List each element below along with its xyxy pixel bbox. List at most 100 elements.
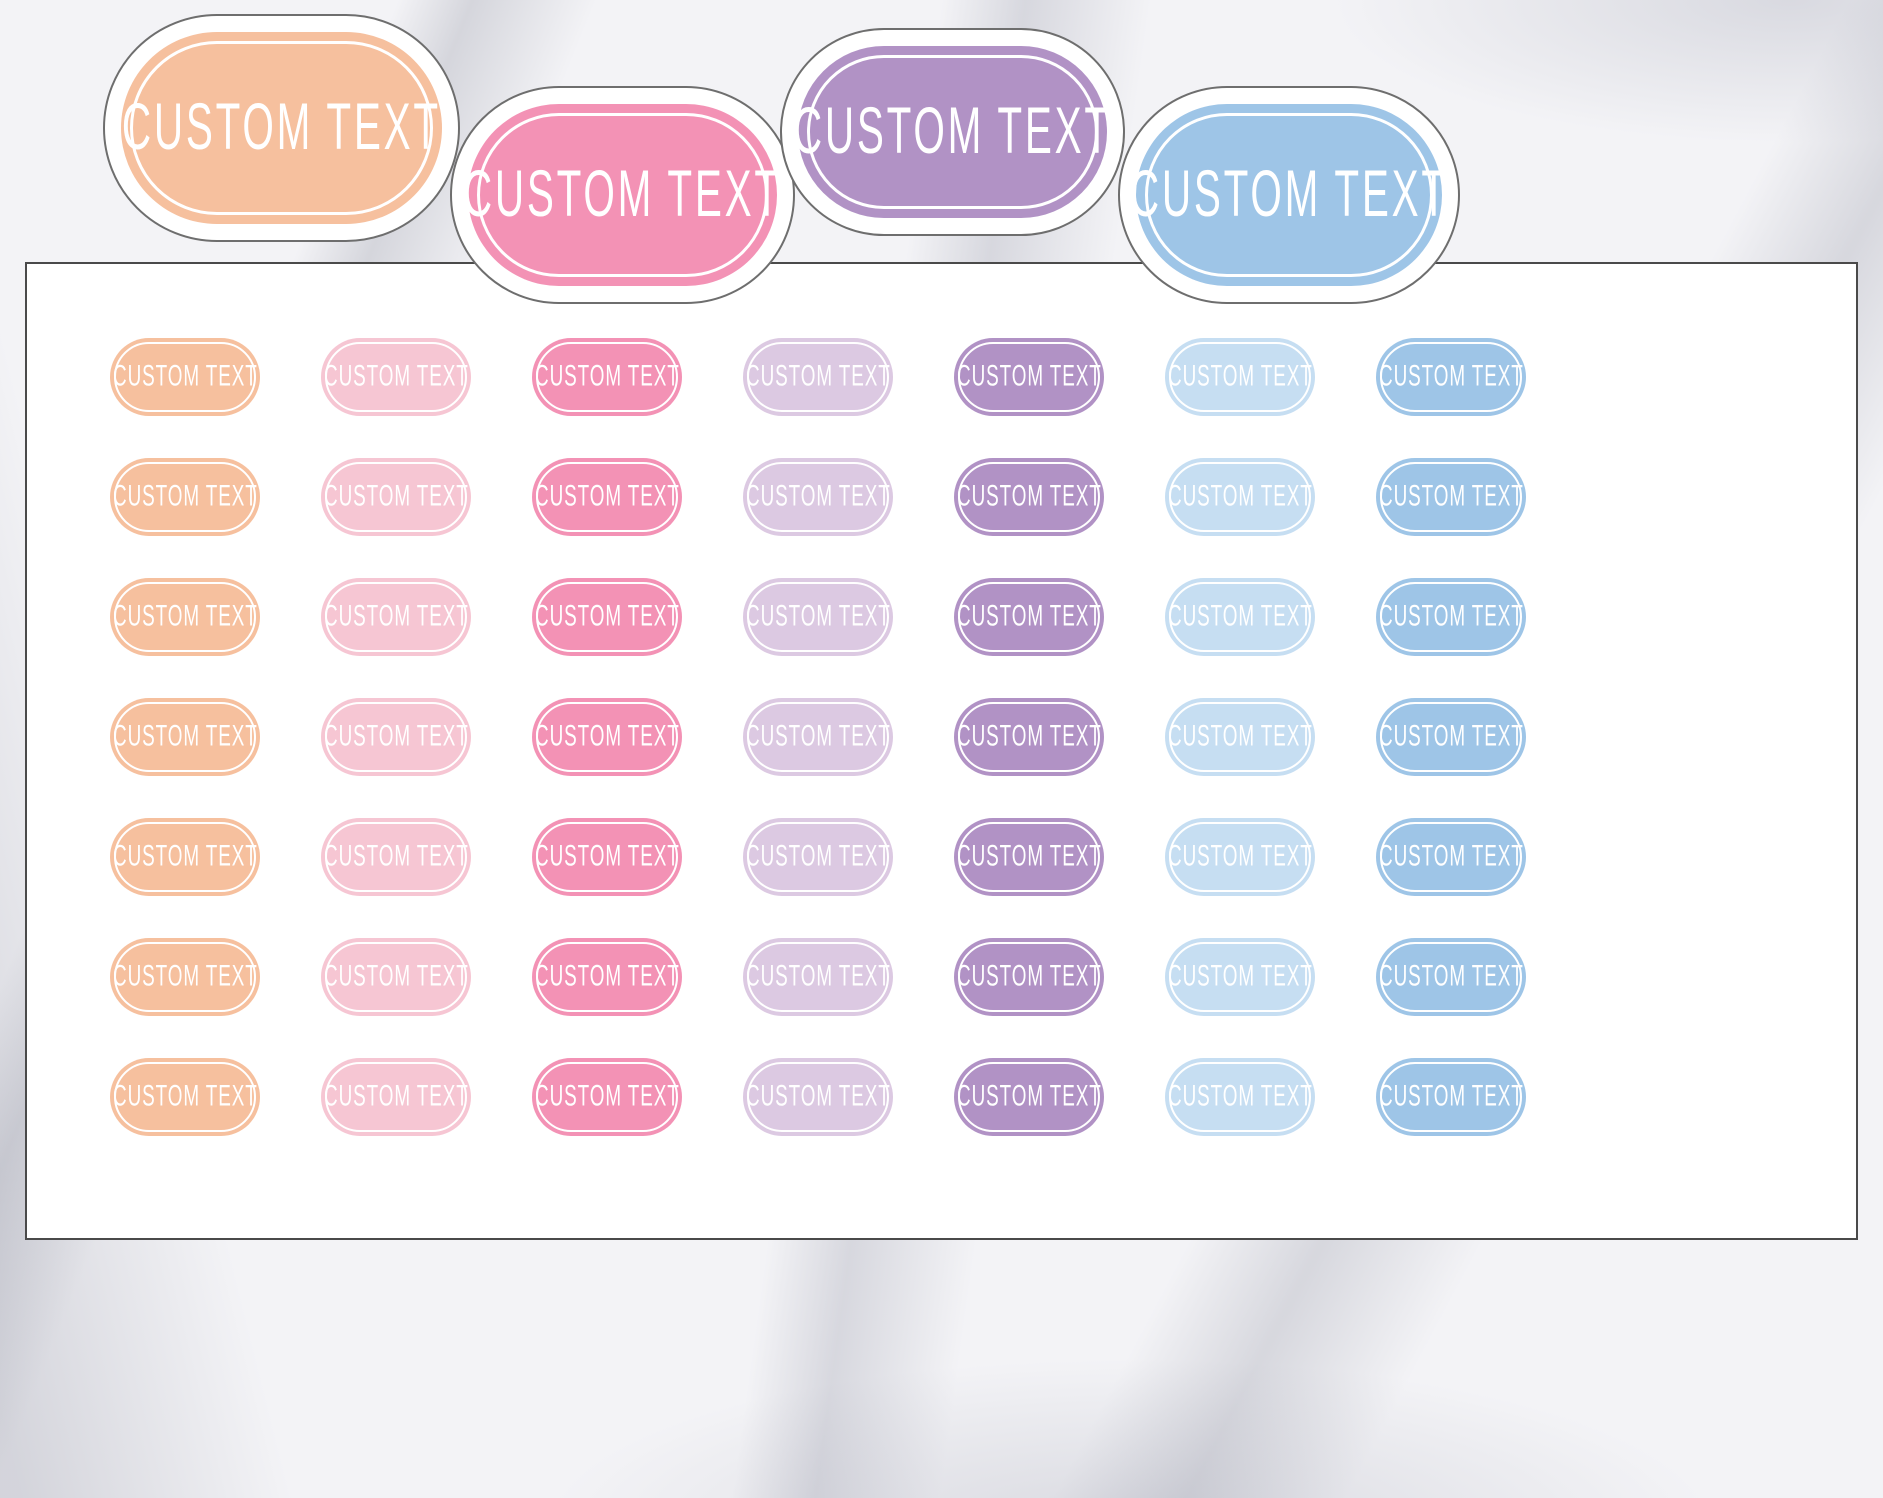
small-sticker-blue: CUSTOM TEXT [1376,698,1526,776]
small-sticker-purple: CUSTOM TEXT [954,698,1104,776]
sticker-label: CUSTOM TEXT [1378,360,1524,393]
small-sticker-pink: CUSTOM TEXT [532,338,682,416]
small-sticker-light-pink: CUSTOM TEXT [321,338,471,416]
sticker-label: CUSTOM TEXT [534,480,680,513]
small-sticker-peach: CUSTOM TEXT [110,938,260,1016]
small-sticker-light-pink: CUSTOM TEXT [321,1058,471,1136]
large-sticker-peach: CUSTOM TEXT [103,14,460,242]
small-sticker-lavender: CUSTOM TEXT [743,698,893,776]
small-sticker-light-blue: CUSTOM TEXT [1165,818,1315,896]
small-sticker-pink: CUSTOM TEXT [532,698,682,776]
small-sticker-peach: CUSTOM TEXT [110,818,260,896]
sticker-label: CUSTOM TEXT [112,840,258,873]
sticker-label: CUSTOM TEXT [745,360,891,393]
sticker-label: CUSTOM TEXT [1167,600,1313,633]
sticker-label: CUSTOM TEXT [1378,840,1524,873]
large-sticker-face-blue: CUSTOM TEXT [1129,104,1446,286]
sticker-label: CUSTOM TEXT [534,1080,680,1113]
small-sticker-lavender: CUSTOM TEXT [743,458,893,536]
small-sticker-blue: CUSTOM TEXT [1376,458,1526,536]
sticker-label: CUSTOM TEXT [956,1080,1102,1113]
sticker-label: CUSTOM TEXT [1167,960,1313,993]
sticker-label: CUSTOM TEXT [956,840,1102,873]
sticker-label: CUSTOM TEXT [112,480,258,513]
small-sticker-light-blue: CUSTOM TEXT [1165,578,1315,656]
sticker-label: CUSTOM TEXT [745,960,891,993]
small-sticker-pink: CUSTOM TEXT [532,1058,682,1136]
small-sticker-blue: CUSTOM TEXT [1376,818,1526,896]
small-sticker-pink: CUSTOM TEXT [532,818,682,896]
small-sticker-blue: CUSTOM TEXT [1376,578,1526,656]
small-sticker-light-blue: CUSTOM TEXT [1165,698,1315,776]
large-sticker-pink: CUSTOM TEXT [450,86,795,304]
sticker-label: CUSTOM TEXT [745,1080,891,1113]
small-sticker-purple: CUSTOM TEXT [954,938,1104,1016]
small-sticker-pink: CUSTOM TEXT [532,578,682,656]
small-sticker-lavender: CUSTOM TEXT [743,338,893,416]
small-sticker-purple: CUSTOM TEXT [954,458,1104,536]
small-sticker-purple: CUSTOM TEXT [954,578,1104,656]
large-sticker-face-purple: CUSTOM TEXT [793,46,1109,218]
small-sticker-lavender: CUSTOM TEXT [743,818,893,896]
large-sticker-face-pink: CUSTOM TEXT [463,104,779,286]
sticker-label: CUSTOM TEXT [1378,480,1524,513]
large-sticker-purple: CUSTOM TEXT [780,28,1125,236]
small-sticker-light-pink: CUSTOM TEXT [321,938,471,1016]
sticker-label: CUSTOM TEXT [534,360,680,393]
small-sticker-blue: CUSTOM TEXT [1376,938,1526,1016]
small-sticker-purple: CUSTOM TEXT [954,1058,1104,1136]
sticker-label: CUSTOM TEXT [112,720,258,753]
large-sticker-face-peach: CUSTOM TEXT [121,32,442,224]
small-sticker-peach: CUSTOM TEXT [110,1058,260,1136]
sticker-label: CUSTOM TEXT [1378,720,1524,753]
sticker-label: CUSTOM TEXT [745,840,891,873]
sticker-label: CUSTOM TEXT [1378,600,1524,633]
sticker-label: CUSTOM TEXT [1167,480,1313,513]
small-sticker-peach: CUSTOM TEXT [110,578,260,656]
sticker-label: CUSTOM TEXT [323,960,469,993]
small-sticker-light-blue: CUSTOM TEXT [1165,938,1315,1016]
small-sticker-light-pink: CUSTOM TEXT [321,458,471,536]
small-sticker-light-pink: CUSTOM TEXT [321,578,471,656]
sticker-label: CUSTOM TEXT [323,360,469,393]
sticker-label: CUSTOM TEXT [112,360,258,393]
small-sticker-light-blue: CUSTOM TEXT [1165,338,1315,416]
small-sticker-purple: CUSTOM TEXT [954,338,1104,416]
sticker-label: CUSTOM TEXT [956,360,1102,393]
sticker-label: CUSTOM TEXT [745,720,891,753]
small-sticker-light-blue: CUSTOM TEXT [1165,1058,1315,1136]
sticker-label: CUSTOM TEXT [956,720,1102,753]
small-sticker-peach: CUSTOM TEXT [110,698,260,776]
sticker-label: CUSTOM TEXT [462,157,783,232]
sticker-label: CUSTOM TEXT [745,600,891,633]
small-sticker-lavender: CUSTOM TEXT [743,938,893,1016]
sticker-label: CUSTOM TEXT [323,840,469,873]
sticker-label: CUSTOM TEXT [112,600,258,633]
sticker-label: CUSTOM TEXT [956,960,1102,993]
small-sticker-lavender: CUSTOM TEXT [743,1058,893,1136]
sticker-label: CUSTOM TEXT [792,94,1113,169]
sticker-label: CUSTOM TEXT [534,960,680,993]
small-sticker-peach: CUSTOM TEXT [110,338,260,416]
sticker-label: CUSTOM TEXT [1167,360,1313,393]
sticker-label: CUSTOM TEXT [323,480,469,513]
small-sticker-lavender: CUSTOM TEXT [743,578,893,656]
large-sticker-blue: CUSTOM TEXT [1118,86,1460,304]
sticker-label: CUSTOM TEXT [956,480,1102,513]
small-sticker-pink: CUSTOM TEXT [532,938,682,1016]
sticker-label: CUSTOM TEXT [956,600,1102,633]
sticker-label: CUSTOM TEXT [534,720,680,753]
sticker-label: CUSTOM TEXT [534,840,680,873]
sticker-label: CUSTOM TEXT [121,90,442,165]
small-sticker-light-pink: CUSTOM TEXT [321,698,471,776]
sticker-label: CUSTOM TEXT [112,960,258,993]
small-sticker-blue: CUSTOM TEXT [1376,1058,1526,1136]
small-sticker-purple: CUSTOM TEXT [954,818,1104,896]
sticker-label: CUSTOM TEXT [1378,1080,1524,1113]
sticker-label: CUSTOM TEXT [745,480,891,513]
sticker-label: CUSTOM TEXT [1129,157,1449,232]
sticker-label: CUSTOM TEXT [323,720,469,753]
small-sticker-peach: CUSTOM TEXT [110,458,260,536]
sticker-label: CUSTOM TEXT [1378,960,1524,993]
